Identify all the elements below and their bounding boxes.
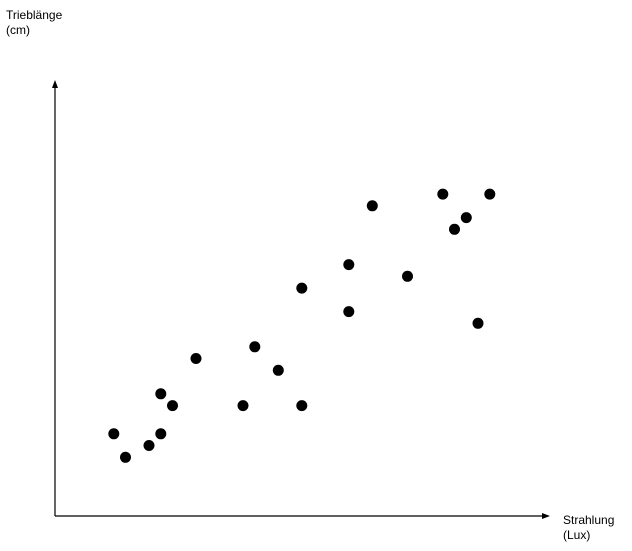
- x-axis-label: Strahlung (Lux): [563, 513, 614, 543]
- data-point-2: [120, 451, 131, 463]
- data-point-7: [190, 353, 202, 364]
- data-point-18: [449, 223, 460, 235]
- x-axis: [55, 513, 550, 519]
- x-axis-arrow: [542, 513, 550, 519]
- x-axis-label-line-1: Strahlung: [563, 513, 615, 527]
- y-axis: [52, 80, 58, 516]
- y-axis-label-line-1: Trieblänge: [6, 8, 63, 22]
- data-points: [108, 188, 496, 463]
- data-point-13: [343, 306, 355, 318]
- data-point-19: [460, 212, 472, 224]
- data-point-8: [237, 400, 249, 412]
- data-point-12: [296, 282, 308, 294]
- data-point-5: [155, 388, 167, 400]
- y-axis-label: Trieblänge (cm): [6, 8, 62, 38]
- data-point-1: [108, 428, 120, 440]
- data-point-10: [272, 364, 284, 376]
- x-axis-label-line-2: (Lux): [563, 528, 591, 542]
- y-axis-arrow: [52, 80, 58, 88]
- y-axis-label-line-2: (cm): [6, 23, 30, 37]
- data-point-4: [155, 428, 167, 440]
- data-point-17: [437, 188, 449, 200]
- data-point-11: [296, 400, 308, 412]
- data-point-16: [402, 270, 413, 282]
- data-point-20: [472, 317, 484, 329]
- data-point-6: [167, 400, 178, 412]
- data-point-14: [343, 259, 355, 271]
- data-point-9: [249, 341, 261, 353]
- data-point-21: [484, 188, 496, 200]
- data-point-15: [366, 200, 378, 212]
- data-point-3: [143, 440, 155, 451]
